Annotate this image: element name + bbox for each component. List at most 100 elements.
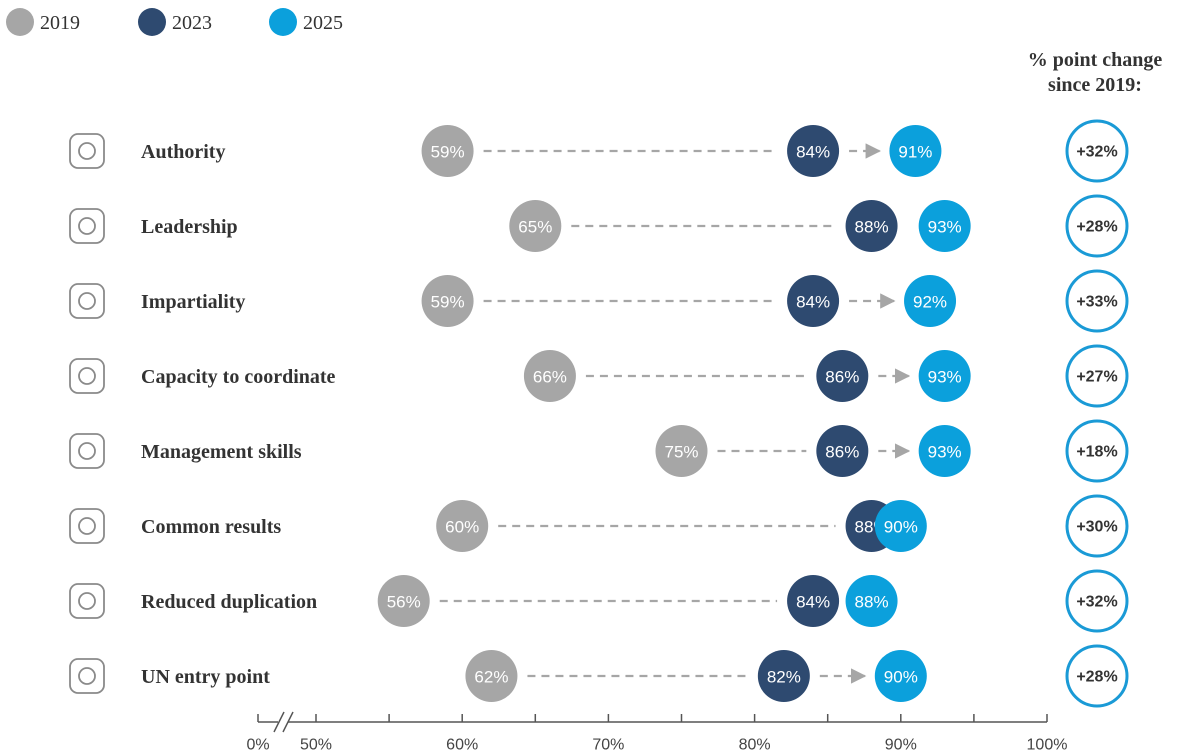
dot (757, 650, 810, 702)
dot (421, 125, 474, 177)
dot (436, 500, 489, 552)
dot-label: 75% (664, 443, 698, 462)
category-label: Reduced duplication (141, 591, 317, 613)
icon-shape (69, 508, 105, 544)
icon-shape (69, 583, 105, 619)
change-ring (1065, 494, 1129, 558)
row-icon (69, 583, 105, 619)
axis-break (273, 711, 285, 733)
row-icon (69, 133, 105, 169)
dot-label: 88% (855, 593, 889, 612)
category-label: UN entry point (141, 666, 270, 688)
change-ring (1065, 344, 1129, 408)
icon-shape (78, 667, 96, 685)
legend-swatch (269, 8, 297, 36)
change-ring (1065, 119, 1129, 183)
icon-shape (69, 658, 105, 694)
dot (465, 650, 518, 702)
dot-label: 66% (533, 368, 567, 387)
row-icon (69, 283, 105, 319)
dot (787, 575, 840, 627)
dot-label: 84% (796, 293, 830, 312)
legend-label: 2019 (40, 12, 80, 34)
dot-label: 91% (898, 143, 932, 162)
x-tick-label: 100% (1027, 737, 1068, 754)
icon-shape (78, 142, 96, 160)
x-tick-label: 60% (446, 737, 478, 754)
dot (787, 275, 840, 327)
x-tick-label: 50% (300, 737, 332, 754)
dot (421, 275, 474, 327)
dot-label: 86% (825, 368, 859, 387)
dot (904, 275, 957, 327)
dot (509, 200, 562, 252)
row-icon (69, 358, 105, 394)
dot (377, 575, 430, 627)
dot-label: 60% (445, 518, 479, 537)
x-tick-label: 0% (246, 737, 269, 754)
dot (874, 650, 927, 702)
change-label: +28% (1076, 219, 1117, 236)
change-label: +30% (1076, 519, 1117, 536)
dot-label: 62% (474, 668, 508, 687)
change-title: % point change since 2019: (1027, 49, 1163, 96)
category-label: Capacity to coordinate (141, 366, 336, 388)
category-label: Impartiality (141, 291, 245, 313)
change-label: +27% (1076, 369, 1117, 386)
icon-shape (69, 358, 105, 394)
change-label: +28% (1076, 669, 1117, 686)
dot-label: 59% (431, 143, 465, 162)
dot (918, 350, 971, 402)
row-icon (69, 433, 105, 469)
dot-label: 65% (518, 218, 552, 237)
change-ring (1065, 194, 1129, 258)
axis-break (282, 711, 294, 733)
dot (889, 125, 942, 177)
dot-label: 86% (825, 443, 859, 462)
dot-label: 59% (431, 293, 465, 312)
dot (845, 200, 898, 252)
dot-label: 56% (387, 593, 421, 612)
change-label: +32% (1076, 144, 1117, 161)
category-label: Authority (141, 141, 225, 163)
icon-shape (78, 292, 96, 310)
legend-label: 2023 (172, 12, 212, 34)
dot-label: 92% (913, 293, 947, 312)
icon-shape (69, 433, 105, 469)
dot-label: 93% (928, 218, 962, 237)
change-label: +18% (1076, 444, 1117, 461)
change-label: +32% (1076, 594, 1117, 611)
category-label: Management skills (141, 441, 302, 463)
icon-shape (78, 592, 96, 610)
dot-label: 93% (928, 443, 962, 462)
dot (816, 350, 869, 402)
dot-label: 88% (855, 218, 889, 237)
icon-shape (78, 367, 96, 385)
change-ring (1065, 419, 1129, 483)
icon-shape (69, 283, 105, 319)
icon-shape (78, 517, 96, 535)
row-icon (69, 208, 105, 244)
icon-shape (69, 208, 105, 244)
change-ring (1065, 569, 1129, 633)
dot (918, 425, 971, 477)
category-label: Leadership (141, 216, 238, 238)
dot-label: 84% (796, 593, 830, 612)
dot (816, 425, 869, 477)
dot (655, 425, 708, 477)
icon-shape (69, 133, 105, 169)
x-tick-label: 70% (592, 737, 624, 754)
dot (523, 350, 576, 402)
row-icon (69, 658, 105, 694)
category-label: Common results (141, 516, 281, 538)
dot (874, 500, 927, 552)
row-icon (69, 508, 105, 544)
change-ring (1065, 269, 1129, 333)
legend-swatch (138, 8, 166, 36)
dot-label: 90% (884, 518, 918, 537)
icon-shape (78, 217, 96, 235)
icon-shape (78, 442, 96, 460)
change-ring (1065, 644, 1129, 708)
